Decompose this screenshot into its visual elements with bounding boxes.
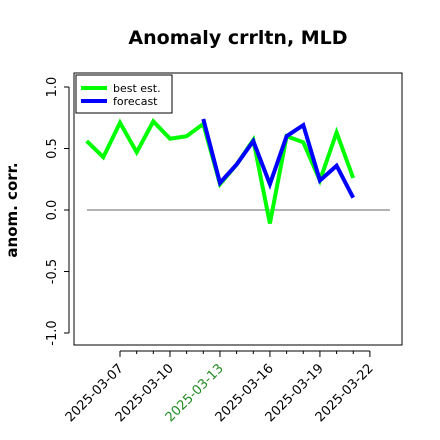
series-line-forecast	[201, 118, 355, 199]
y-tick-label: -1.0	[45, 320, 60, 345]
y-tick-label: 1.0	[45, 77, 60, 98]
chart-title: Anomaly crrltn, MLD	[128, 27, 347, 49]
y-tick-label: 0.5	[45, 138, 60, 159]
legend-label-best-est: best est.	[113, 82, 161, 95]
y-tick-label: -0.5	[45, 259, 60, 284]
legend-box	[75, 74, 173, 114]
y-axis-label: anom. corr.	[3, 162, 21, 257]
y-tick-label: 0.0	[45, 200, 60, 221]
series-line-best-est	[85, 118, 356, 224]
legend-label-forecast: forecast	[113, 95, 158, 108]
plot-frame	[73, 72, 403, 346]
legend: best est. forecast	[75, 74, 173, 114]
